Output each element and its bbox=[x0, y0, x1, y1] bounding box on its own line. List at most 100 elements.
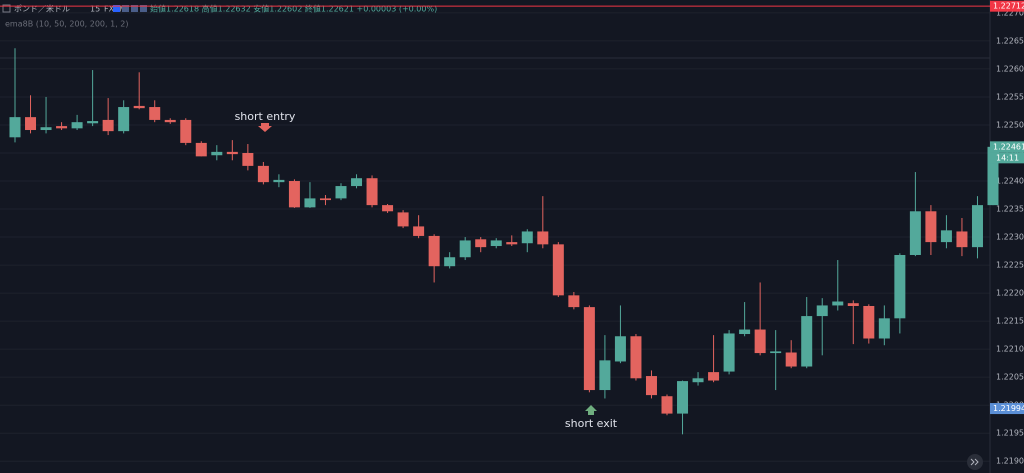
candle-body bbox=[568, 295, 580, 308]
y-tick-label: 1.22100 bbox=[996, 345, 1024, 354]
candle-body bbox=[413, 226, 425, 236]
y-tick-label: 1.22200 bbox=[996, 289, 1024, 298]
candle-body bbox=[382, 205, 394, 212]
candle-body bbox=[909, 211, 921, 255]
candle-body bbox=[661, 396, 673, 414]
countdown: 14:11 bbox=[996, 153, 1019, 162]
symbol: ポンド／米ドル bbox=[14, 4, 70, 14]
candle-body bbox=[754, 329, 766, 354]
y-tick-label: 1.22600 bbox=[996, 64, 1024, 73]
candle-body bbox=[40, 127, 52, 131]
y-tick-label: 1.22050 bbox=[996, 373, 1024, 382]
candle-body bbox=[739, 329, 751, 335]
toolbar-icons bbox=[113, 5, 147, 12]
candle-body bbox=[226, 151, 238, 155]
y-tick-label: 1.22700 bbox=[996, 8, 1024, 17]
price-tag bbox=[990, 141, 1024, 153]
candle-body bbox=[459, 240, 471, 258]
candle-body bbox=[242, 152, 254, 166]
candle-body bbox=[87, 121, 99, 124]
interval: 15 bbox=[90, 5, 100, 14]
price-tag bbox=[990, 0, 1024, 12]
candle-body bbox=[692, 378, 704, 383]
candle-body bbox=[832, 301, 844, 306]
countdown-tag bbox=[990, 152, 1024, 164]
scroll-button-bg[interactable] bbox=[967, 454, 983, 470]
candle-body bbox=[56, 126, 68, 129]
candle-body bbox=[521, 231, 533, 244]
candle-body bbox=[351, 178, 363, 187]
y-tick-label: 1.22350 bbox=[996, 205, 1024, 214]
candle-body bbox=[801, 316, 813, 367]
indicator: ema8B (10, 50, 200, 200, 1, 2) bbox=[5, 20, 129, 29]
candle-body bbox=[397, 212, 409, 227]
price-tag bbox=[990, 403, 1024, 415]
candle-body bbox=[335, 186, 347, 199]
scroll-button[interactable] bbox=[967, 454, 983, 470]
candle-body bbox=[614, 336, 626, 362]
candle-body bbox=[956, 231, 968, 248]
candle-body bbox=[770, 351, 782, 354]
candle-body bbox=[366, 178, 378, 206]
candle-body bbox=[723, 333, 735, 372]
icon[interactable] bbox=[122, 5, 129, 12]
annotation: short exit bbox=[565, 417, 618, 430]
candle-body bbox=[630, 336, 642, 379]
candle-body bbox=[211, 151, 223, 156]
candle-body bbox=[102, 119, 114, 132]
candle-body bbox=[816, 305, 828, 317]
candle-body bbox=[71, 122, 83, 129]
y-tick-label: 1.21900 bbox=[996, 457, 1024, 466]
candle-body bbox=[599, 360, 611, 391]
candle-body bbox=[785, 352, 797, 367]
price-tag-label: 1.22461 bbox=[993, 142, 1024, 151]
annotation: short entry bbox=[235, 110, 296, 123]
icon[interactable] bbox=[131, 5, 138, 12]
price-tag-label: 1.22712 bbox=[993, 2, 1024, 11]
candle-body bbox=[537, 231, 549, 245]
candle-body bbox=[319, 198, 331, 201]
candle-body bbox=[847, 303, 859, 306]
collapse-icon[interactable] bbox=[2, 4, 11, 13]
candle-body bbox=[304, 198, 316, 208]
candle-body bbox=[971, 205, 983, 248]
candle-body bbox=[708, 372, 720, 381]
candle-body bbox=[490, 240, 502, 247]
candle-body bbox=[9, 117, 21, 138]
candle-body bbox=[940, 230, 952, 243]
exit-arrow bbox=[585, 405, 597, 415]
candle-body bbox=[288, 181, 300, 208]
icon[interactable] bbox=[113, 5, 120, 12]
candle-body bbox=[506, 242, 518, 245]
candle-body bbox=[25, 117, 37, 131]
candle-body bbox=[444, 257, 456, 267]
candle-body bbox=[863, 305, 875, 339]
candle-body bbox=[677, 381, 689, 414]
price-tag-label: 1.21994 bbox=[993, 404, 1024, 413]
candle-body bbox=[118, 107, 130, 132]
candle-body bbox=[987, 146, 999, 206]
candle-body bbox=[195, 142, 207, 157]
y-tick-label: 1.22150 bbox=[996, 317, 1024, 326]
y-tick-label: 1.22500 bbox=[996, 120, 1024, 129]
candle-body bbox=[273, 179, 285, 183]
candle-body bbox=[164, 119, 176, 123]
y-tick-label: 1.22250 bbox=[996, 261, 1024, 270]
ohlc: 始値1.22618 高値1.22632 安値1.22602 終値1.22621 … bbox=[150, 4, 437, 14]
candle-body bbox=[894, 254, 906, 319]
candle-body bbox=[552, 244, 564, 296]
candle-body bbox=[583, 307, 595, 391]
y-tick-label: 1.21950 bbox=[996, 429, 1024, 438]
candle-body bbox=[925, 211, 937, 243]
icon[interactable] bbox=[140, 5, 147, 12]
candle-body bbox=[149, 107, 161, 120]
candle-body bbox=[133, 105, 145, 109]
candle-body bbox=[645, 376, 657, 396]
scroll-icon bbox=[970, 458, 979, 466]
candle-body bbox=[180, 119, 192, 143]
candle-body bbox=[428, 235, 440, 267]
y-tick-label: 1.22400 bbox=[996, 177, 1024, 186]
candle-body bbox=[475, 239, 487, 248]
entry-arrow bbox=[258, 123, 272, 132]
